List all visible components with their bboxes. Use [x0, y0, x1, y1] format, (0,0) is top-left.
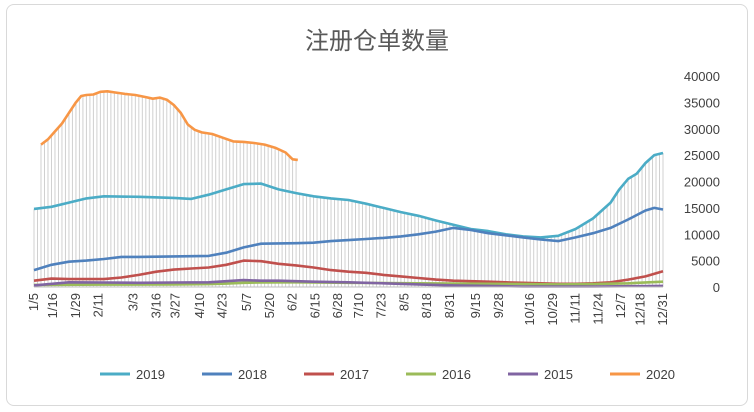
x-tick-label: 10/29	[545, 293, 560, 326]
y-tick-label: 35000	[684, 95, 720, 110]
y-tick-label: 0	[713, 280, 720, 295]
x-tick-label: 3/27	[168, 293, 183, 318]
x-tick-label: 3/16	[148, 293, 163, 318]
x-tick-label: 6/2	[285, 293, 300, 311]
chart-title: 注册仓单数量	[305, 27, 449, 55]
x-tick-label: 8/5	[396, 293, 411, 311]
legend-label-2016: 2016	[442, 367, 471, 382]
y-tick-label: 25000	[684, 148, 720, 163]
legend-label-2015: 2015	[544, 367, 573, 382]
legend: 2019 2018 2017 2016 2015 2020	[100, 367, 675, 382]
fill-bars	[33, 91, 664, 287]
series-line-2020	[40, 90, 298, 162]
y-tick-label: 15000	[684, 201, 720, 216]
legend-label-2020: 2020	[646, 367, 675, 382]
series-line-2019	[33, 151, 664, 239]
x-tick-label: 4/10	[192, 293, 207, 318]
chart-frame: 注册仓单数量 1/5 1/16 1/29 2/11 3/3 3/16 3/27 4/10 4/2…	[6, 4, 748, 406]
y-axis: 0 5000 10000 15000 20000 25000 30000 35000 40000	[684, 69, 720, 295]
legend-label-2017: 2017	[340, 367, 369, 382]
y-tick-label: 5000	[691, 254, 720, 269]
y-tick-label: 10000	[684, 227, 720, 242]
x-tick-label: 9/15	[468, 293, 483, 318]
x-tick-label: 1/5	[26, 293, 41, 311]
x-tick-label: 5/20	[262, 293, 277, 318]
x-tick-label: 4/23	[215, 293, 230, 318]
x-tick-label: 8/18	[419, 293, 434, 318]
x-tick-label: 5/7	[239, 293, 254, 311]
x-tick-label: 1/16	[45, 293, 60, 318]
y-tick-label: 30000	[684, 122, 720, 137]
x-tick-label: 12/18	[632, 293, 647, 326]
x-tick-label: 7/23	[374, 293, 389, 318]
y-tick-label: 20000	[684, 175, 720, 190]
x-axis: 1/5 1/16 1/29 2/11 3/3 3/16 3/27 4/10 4/23 5/7 5/2…	[26, 286, 670, 326]
x-tick-label: 8/31	[442, 293, 457, 318]
x-tick-label: 1/29	[68, 293, 83, 318]
x-tick-label: 2/11	[91, 293, 106, 317]
x-tick-label: 3/3	[126, 293, 141, 311]
y-tick-label: 40000	[684, 69, 720, 84]
x-tick-label: 9/28	[491, 293, 506, 318]
legend-label-2019: 2019	[136, 367, 165, 382]
x-tick-label: 12/31	[655, 293, 670, 326]
legend-label-2018: 2018	[238, 367, 267, 382]
x-tick-label: 12/7	[613, 293, 628, 318]
x-tick-label: 6/15	[307, 293, 322, 318]
x-tick-label: 6/28	[330, 293, 345, 318]
x-tick-label: 10/16	[522, 293, 537, 326]
x-tick-label: 7/10	[351, 293, 366, 318]
x-tick-label: 11/11	[568, 293, 583, 324]
chart-svg: 注册仓单数量 1/5 1/16 1/29 2/11 3/3 3/16 3/27 4/10 4/2…	[26, 27, 720, 382]
series-line-2018	[33, 206, 664, 272]
x-tick-label: 11/24	[590, 293, 605, 325]
